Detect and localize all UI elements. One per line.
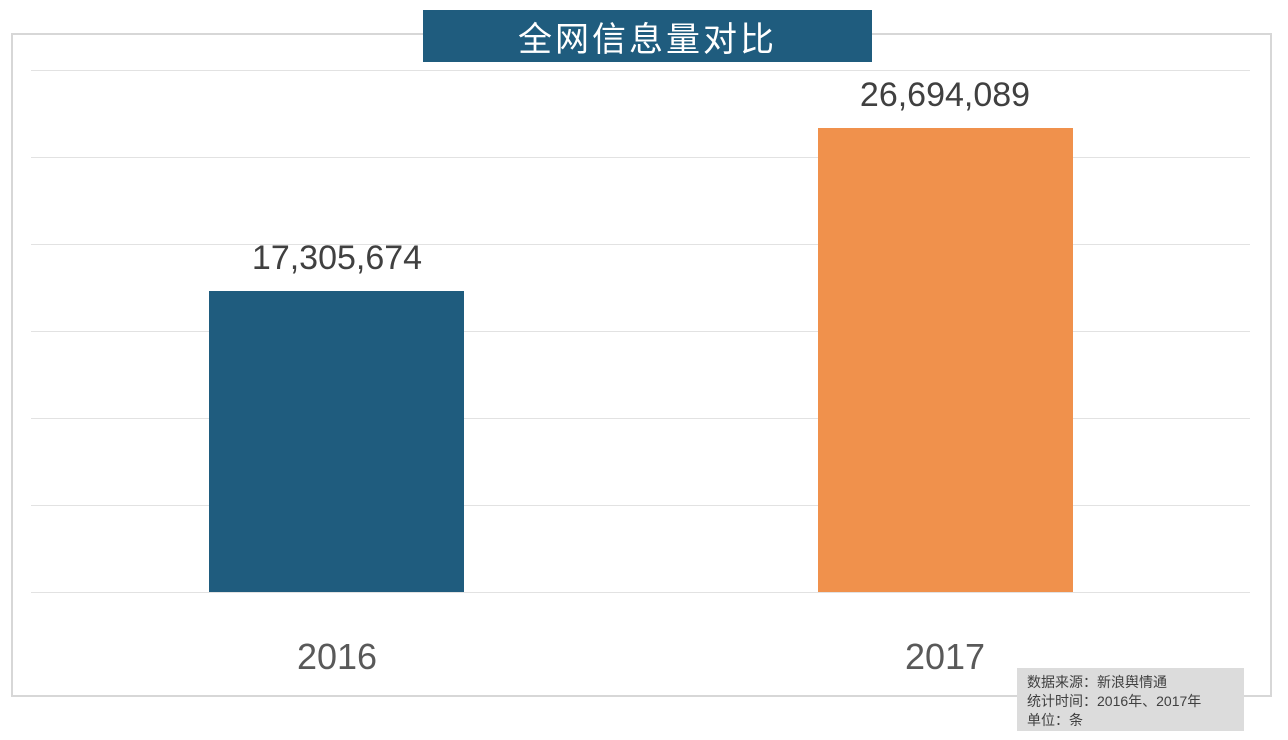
gridline [31, 505, 1250, 506]
gridline [31, 157, 1250, 158]
note-unit: 单位：条 [1027, 712, 1083, 728]
bar-2016 [209, 291, 464, 592]
gridline [31, 70, 1250, 71]
chart-title-banner: 全网信息量对比 [423, 10, 872, 62]
chart-plot-frame [11, 33, 1272, 697]
gridline [31, 418, 1250, 419]
gridline [31, 592, 1250, 593]
bar-2017 [818, 128, 1073, 592]
gridline [31, 244, 1250, 245]
x-axis-label-2016: 2016 [296, 636, 378, 677]
chart-title: 全网信息量对比 [518, 20, 777, 59]
value-label-2017: 26,694,089 [859, 76, 1031, 114]
source-note-box: 数据来源：新浪舆情通 统计时间：2016年、2017年 单位：条 [1017, 668, 1244, 731]
note-data-source: 数据来源：新浪舆情通 [1027, 674, 1167, 690]
gridline [31, 331, 1250, 332]
value-label-2016: 17,305,674 [251, 239, 423, 277]
x-axis-label-2017: 2017 [904, 636, 986, 677]
note-stat-period: 统计时间：2016年、2017年 [1027, 693, 1202, 709]
